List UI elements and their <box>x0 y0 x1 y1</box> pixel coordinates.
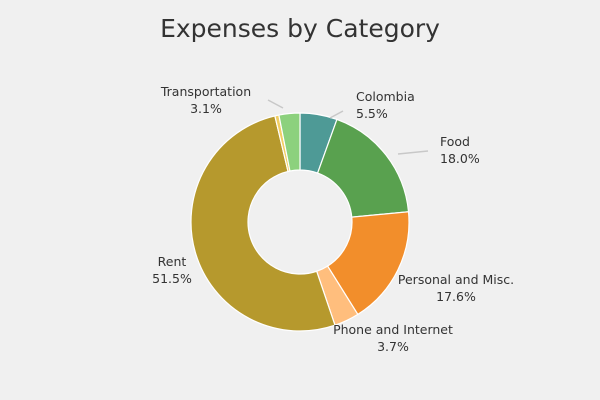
slice-transportation-percent-label: 3.1% <box>190 101 222 116</box>
slice-food[interactable] <box>316 118 410 218</box>
slice-personal-and-misc-name-label: Personal and Misc. <box>398 272 514 287</box>
slice-rent-percent-label: 51.5% <box>152 271 192 286</box>
slice-rent-name-label: Rent <box>158 254 187 269</box>
slice-colombia-leader-line <box>329 110 344 119</box>
slice-transportation[interactable] <box>278 112 301 172</box>
slice-personal-and-misc-percent-label: 17.6% <box>436 289 476 304</box>
slice-food-name-label: Food <box>440 134 470 149</box>
slice-colombia-percent-label: 5.5% <box>356 106 388 121</box>
slice-food-percent-label: 18.0% <box>440 151 480 166</box>
slice-transportation-name-label: Transportation <box>160 84 251 99</box>
slice-food-leader-line <box>397 150 429 155</box>
slices-group <box>190 112 410 332</box>
slice-rent[interactable] <box>190 115 336 332</box>
slice-colombia-name-label: Colombia <box>356 89 415 104</box>
slice-phone-and-internet-name-label: Phone and Internet <box>333 322 453 337</box>
slice-phone-and-internet-percent-label: 3.7% <box>377 339 409 354</box>
slice-transportation-leader-line <box>267 99 284 109</box>
slice-labels: Colombia 5.5% Food 18.0% Personal and Misc. 1… <box>152 84 514 354</box>
leader-lines <box>267 99 429 155</box>
chart-title: Expenses by Category <box>160 14 440 43</box>
